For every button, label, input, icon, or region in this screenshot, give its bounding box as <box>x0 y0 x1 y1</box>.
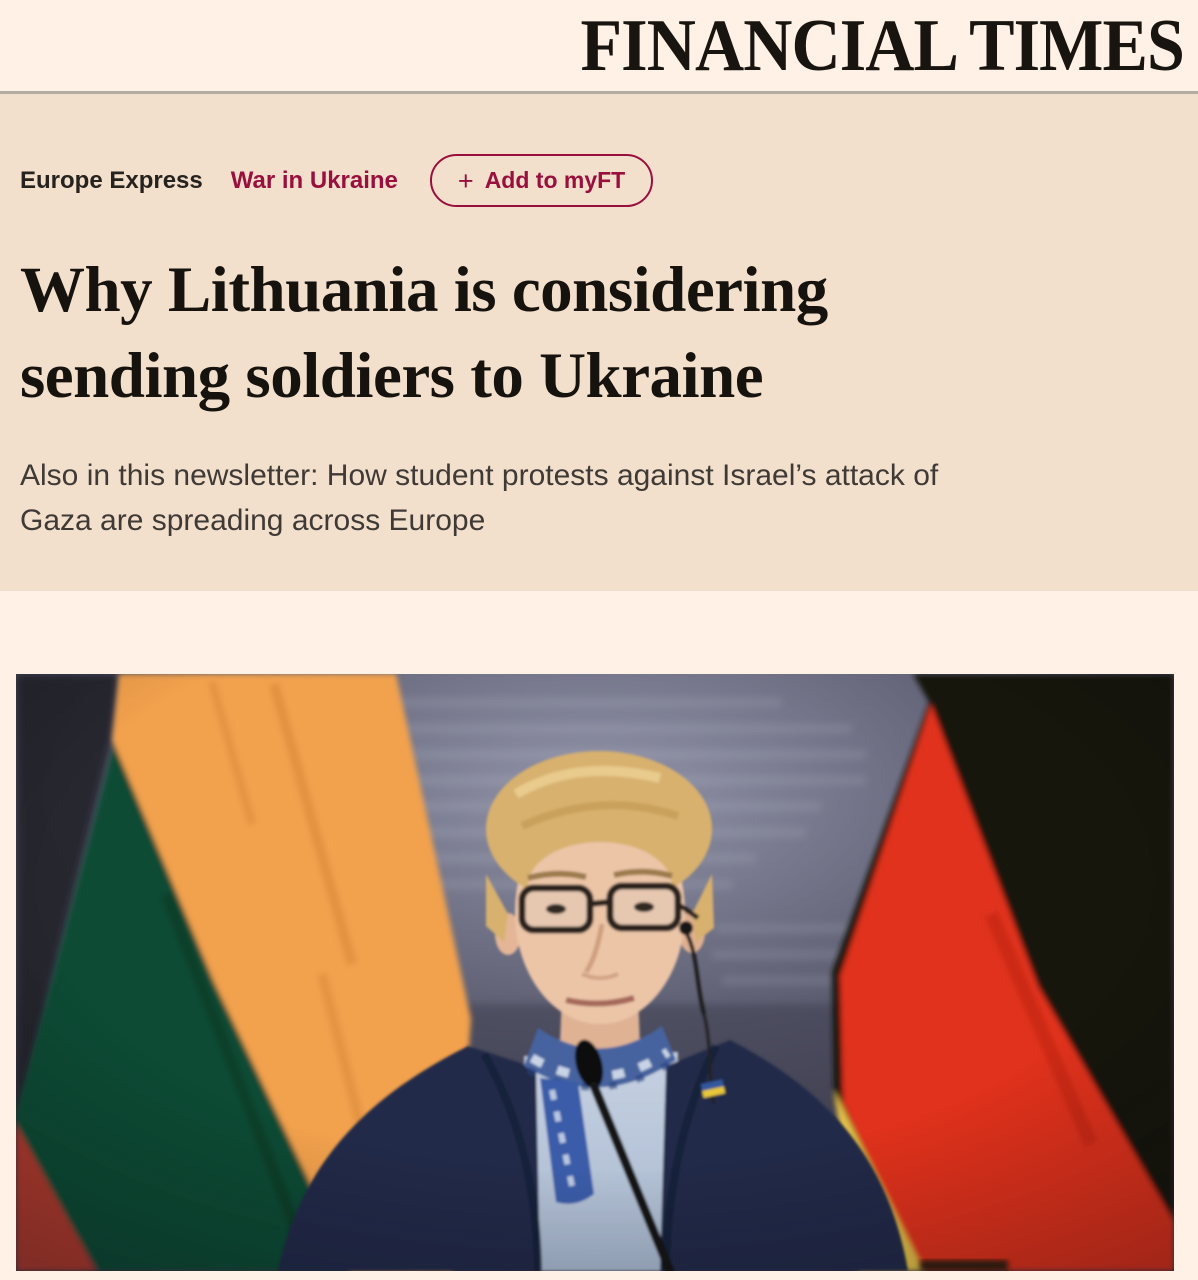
article-standfirst: Also in this newsletter: How student pro… <box>20 453 1178 543</box>
article-headline: Why Lithuania is considering sending sol… <box>20 247 1178 419</box>
ft-masthead-logo[interactable]: FINANCIAL TIMES <box>580 4 1185 87</box>
add-to-myft-button[interactable]: + Add to myFT <box>429 154 654 207</box>
vignette <box>16 674 1174 1271</box>
brand-tag-europe-express[interactable]: Europe Express <box>20 166 203 194</box>
topic-tag-war-in-ukraine[interactable]: War in Ukraine <box>230 166 398 194</box>
standfirst-line-1: Also in this newsletter: How student pro… <box>20 459 939 492</box>
headline-line-1: Why Lithuania is considering <box>20 254 828 326</box>
article-header-band: Europe Express War in Ukraine + Add to m… <box>0 94 1198 591</box>
article-body <box>0 591 1198 1271</box>
standfirst-line-2: Gaza are spreading across Europe <box>20 504 486 537</box>
article-image <box>16 674 1174 1271</box>
site-header: FINANCIAL TIMES <box>0 0 1198 94</box>
headline-line-2: sending soldiers to Ukraine <box>20 340 764 412</box>
plus-icon: + <box>457 165 474 196</box>
add-to-myft-label: Add to myFT <box>484 167 626 193</box>
tags-row: Europe Express War in Ukraine + Add to m… <box>20 154 1178 207</box>
